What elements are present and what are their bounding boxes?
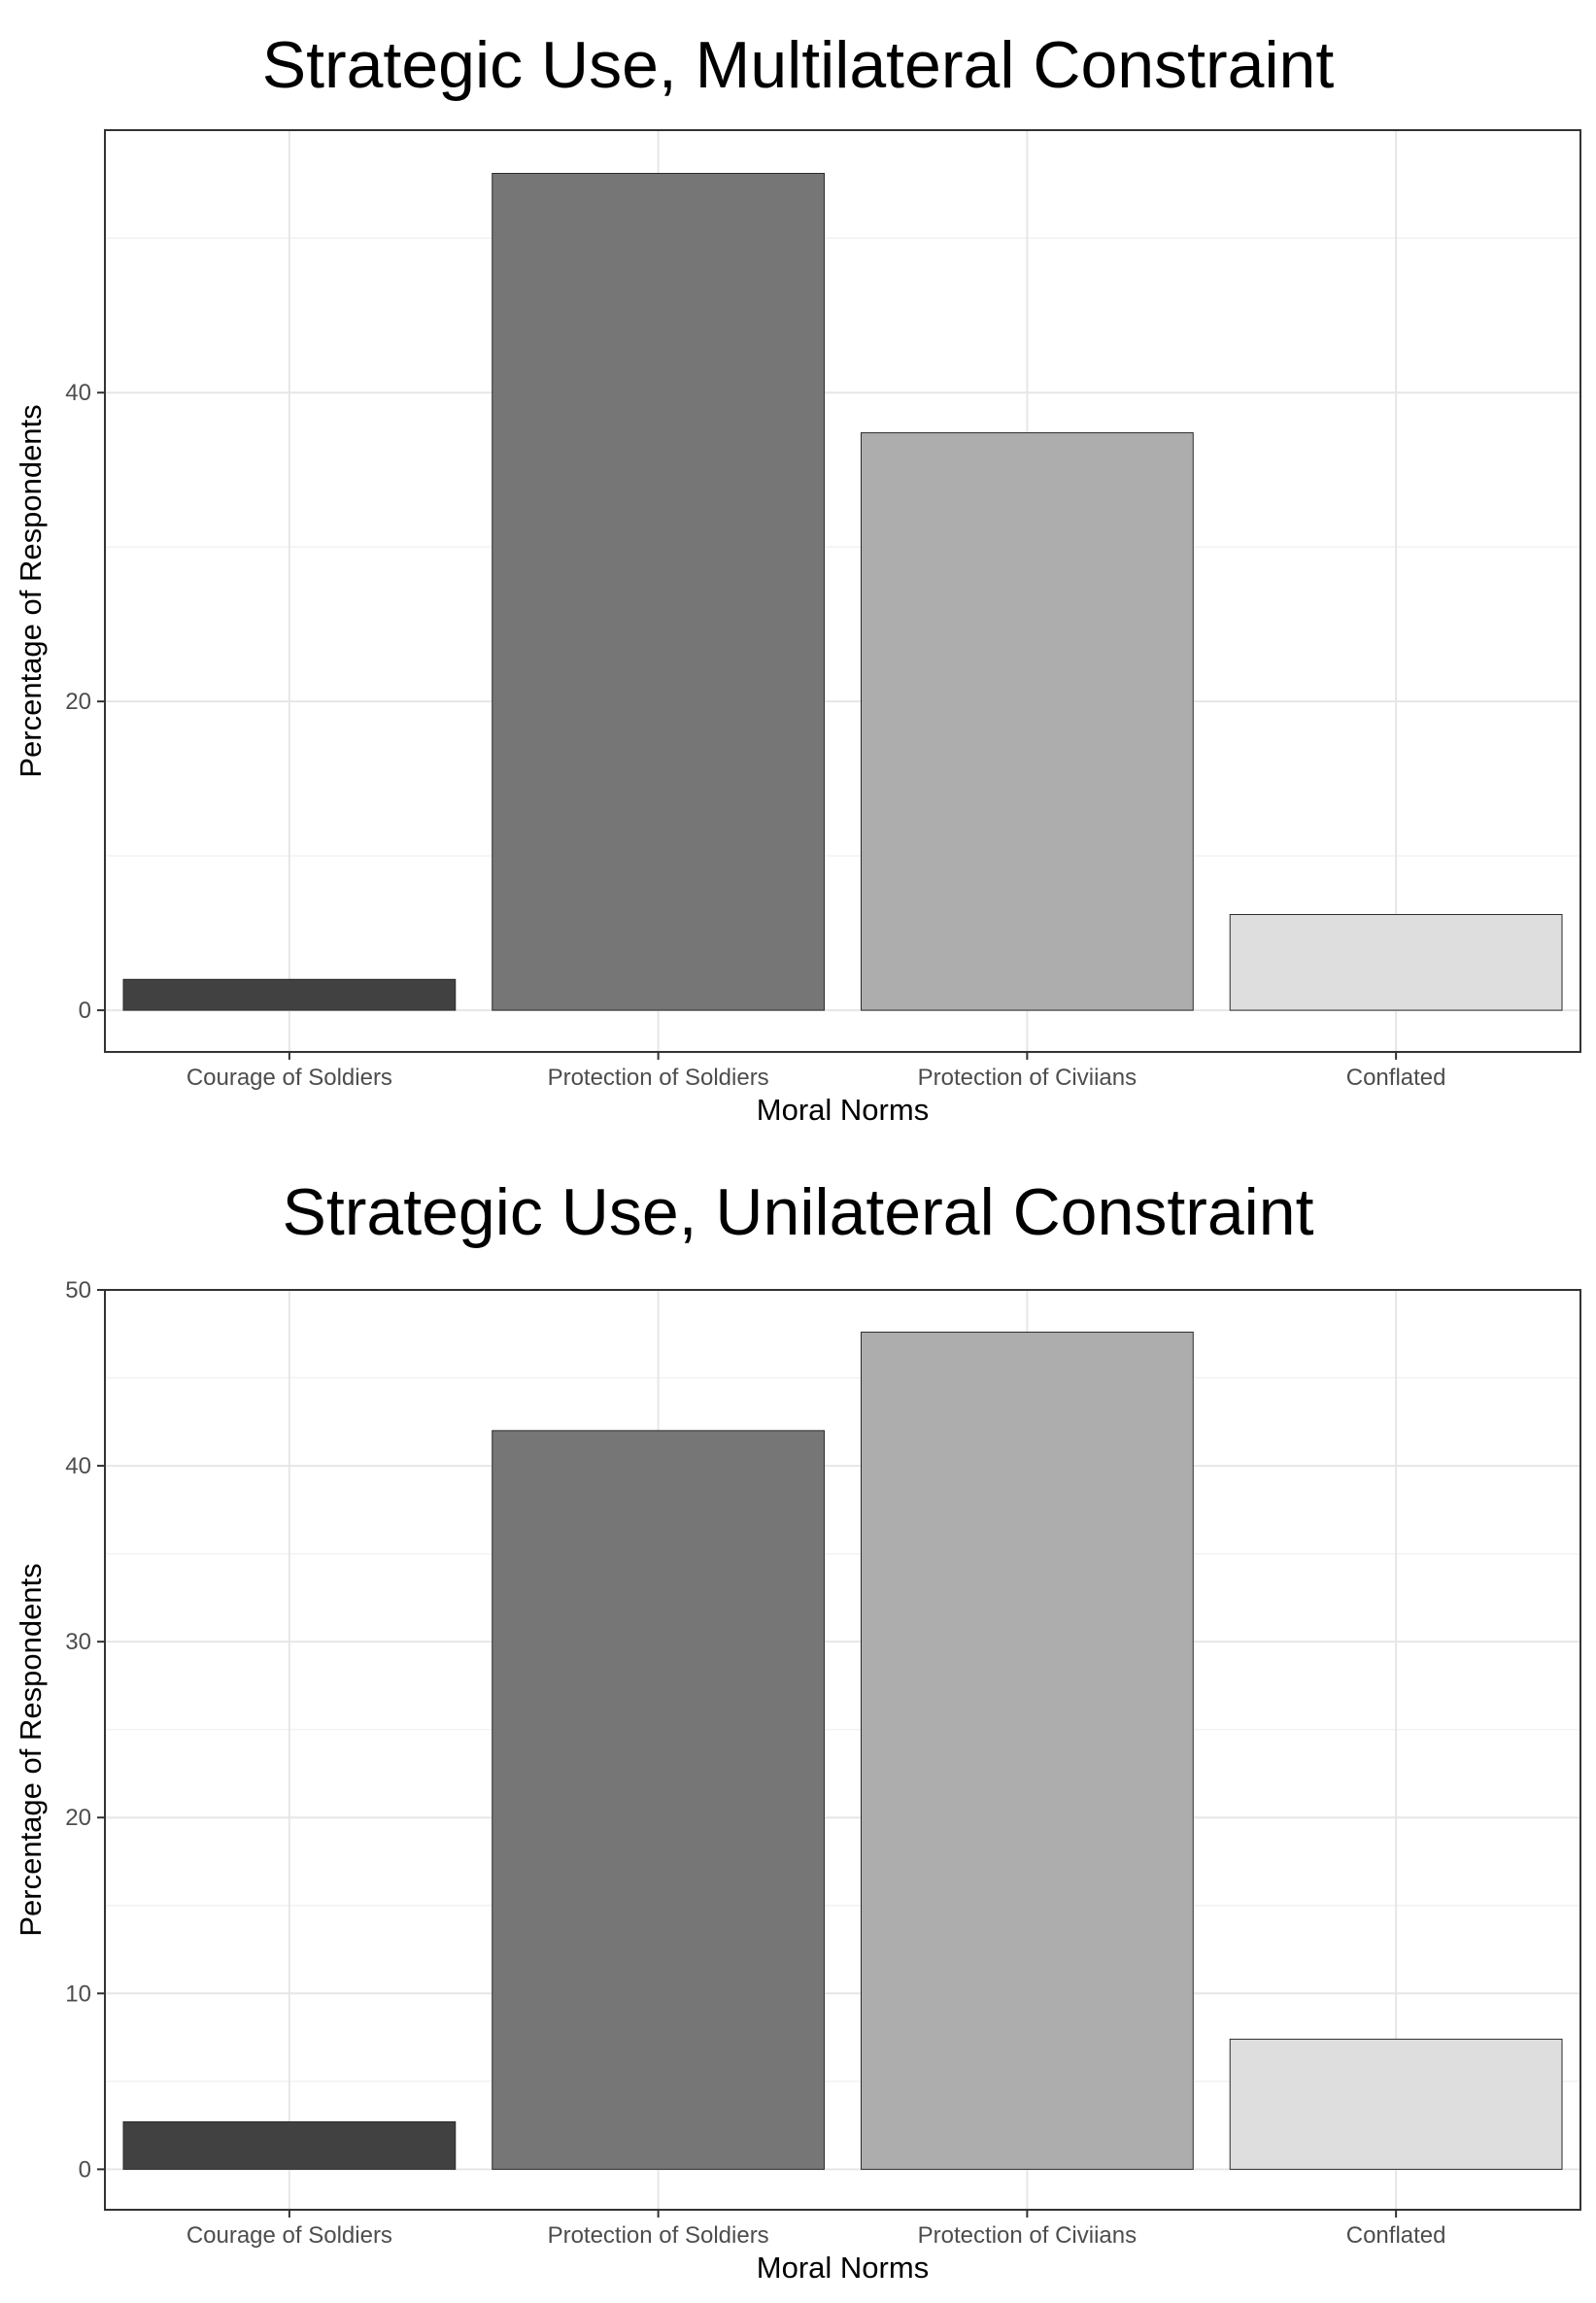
plot-border	[104, 1289, 1581, 2211]
bar	[122, 2120, 457, 2170]
y-tick-label: 20	[65, 1805, 91, 1831]
x-tick-label: Courage of Soldiers	[187, 2222, 392, 2249]
x-tick-label: Conflated	[1346, 2222, 1446, 2249]
bar	[1229, 914, 1563, 1011]
plot-border	[104, 129, 1581, 1053]
bar	[492, 173, 826, 1011]
y-axis-title: Percentage of Respondents	[14, 404, 48, 777]
bar	[122, 978, 457, 1011]
chart-multilateral: Strategic Use, Multilateral Constraint 0…	[0, 0, 1596, 1151]
y-tick-label: 0	[79, 998, 91, 1024]
x-tick-label: Courage of Soldiers	[187, 1065, 392, 1091]
bar	[860, 432, 1194, 1011]
plot-panel	[105, 130, 1580, 1052]
y-tick-label: 50	[65, 1277, 91, 1304]
bar	[492, 1430, 826, 2170]
bar	[1229, 2038, 1563, 2170]
chart-plot: 0 10 20 30 40 50 Courage of Soldiers Protection…	[14, 1277, 1581, 2285]
y-tick-label: 0	[79, 2156, 91, 2183]
y-tick-label: 40	[65, 1453, 91, 1479]
x-axis-title: Moral Norms	[757, 2251, 929, 2285]
x-tick-label: Conflated	[1346, 1065, 1446, 1091]
y-axis-title: Percentage of Respondents	[14, 1563, 48, 1936]
x-tick-label: Protection of Civiians	[918, 2222, 1137, 2249]
x-axis-title: Moral Norms	[757, 1093, 929, 1127]
y-tick-label: 10	[65, 1981, 91, 2007]
chart-plot: 0 20 40 Courage of Soldiers Protection of So…	[14, 129, 1581, 1127]
y-tick-label: 40	[65, 380, 91, 406]
chart-title: Strategic Use, Multilateral Constraint	[261, 28, 1335, 102]
y-tick-label: 20	[65, 689, 91, 715]
x-tick-label: Protection of Soldiers	[548, 2222, 769, 2249]
y-tick-label: 30	[65, 1629, 91, 1655]
chart-unilateral: Strategic Use, Unilateral Constraint 0 10…	[0, 1151, 1596, 2303]
bar	[860, 1331, 1194, 2170]
chart-title: Strategic Use, Unilateral Constraint	[282, 1175, 1314, 1249]
x-tick-label: Protection of Civiians	[918, 1065, 1137, 1091]
x-tick-label: Protection of Soldiers	[548, 1065, 769, 1091]
